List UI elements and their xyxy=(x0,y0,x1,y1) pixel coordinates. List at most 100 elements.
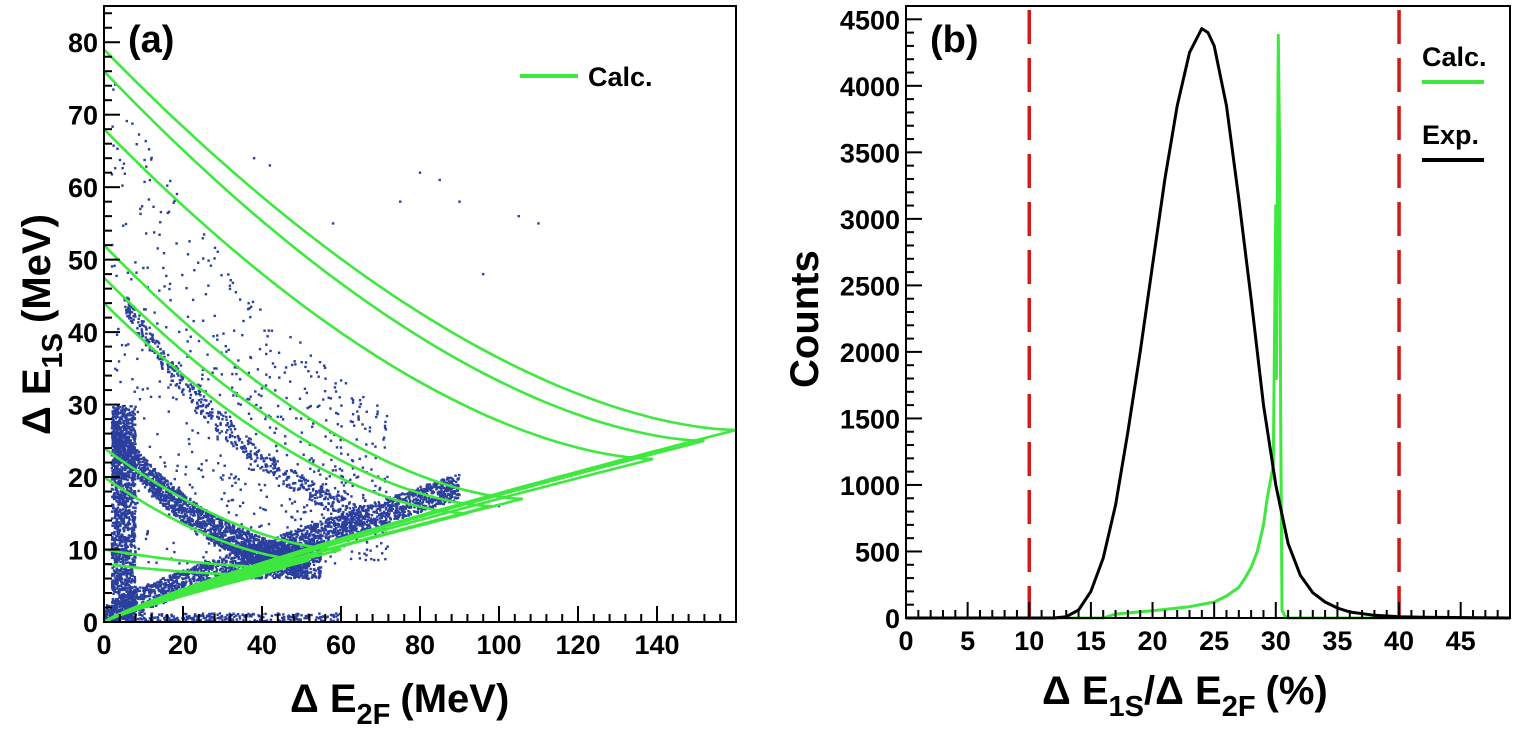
data-point xyxy=(123,599,127,603)
data-point xyxy=(378,517,382,520)
data-point xyxy=(212,523,216,526)
data-point xyxy=(285,568,288,571)
data-point xyxy=(157,487,161,491)
data-point xyxy=(305,576,308,580)
data-point xyxy=(345,526,349,530)
data-point xyxy=(133,429,137,433)
data-point xyxy=(173,510,176,513)
data-point xyxy=(168,585,172,588)
data-point xyxy=(309,542,313,545)
data-point xyxy=(318,529,322,532)
data-point xyxy=(119,449,122,453)
data-point xyxy=(139,468,142,471)
data-point xyxy=(180,509,183,512)
data-point xyxy=(244,543,247,547)
data-point xyxy=(160,475,164,479)
data-point xyxy=(173,586,177,589)
data-point xyxy=(344,527,347,530)
data-point xyxy=(252,540,255,544)
data-point xyxy=(161,491,165,494)
data-point xyxy=(261,554,264,557)
data-point xyxy=(303,564,307,567)
data-point xyxy=(190,582,193,585)
data-point xyxy=(202,569,206,573)
data-point xyxy=(179,505,183,508)
data-point xyxy=(224,567,227,571)
data-point xyxy=(115,459,118,462)
data-point xyxy=(317,537,320,540)
data-point xyxy=(176,501,179,504)
data-point xyxy=(308,562,312,566)
data-point xyxy=(152,595,155,599)
data-point xyxy=(237,557,240,561)
data-point xyxy=(350,509,354,513)
data-point xyxy=(378,520,381,524)
data-point xyxy=(443,489,447,492)
data-point xyxy=(158,493,161,497)
data-point xyxy=(149,483,152,487)
data-point xyxy=(435,485,439,488)
data-point xyxy=(230,565,234,569)
data-point xyxy=(162,582,165,586)
data-point xyxy=(320,540,323,544)
data-point xyxy=(113,524,116,527)
data-point xyxy=(157,580,161,584)
data-point xyxy=(157,589,161,593)
data-point xyxy=(352,528,356,532)
data-point xyxy=(176,576,180,579)
data-point xyxy=(394,509,397,513)
data-point xyxy=(236,552,240,556)
data-point xyxy=(156,586,160,589)
data-point xyxy=(312,529,316,533)
data-point xyxy=(273,541,277,545)
data-point xyxy=(177,492,180,495)
data-point xyxy=(279,534,283,537)
data-point xyxy=(177,572,180,575)
data-point xyxy=(274,573,278,576)
data-point xyxy=(114,524,117,527)
data-point xyxy=(299,566,303,569)
data-point xyxy=(360,529,363,532)
data-point xyxy=(188,578,191,581)
data-point xyxy=(190,517,194,521)
data-point xyxy=(242,532,246,536)
data-point xyxy=(194,567,198,570)
data-point xyxy=(271,556,275,559)
data-point xyxy=(132,501,135,504)
data-point xyxy=(280,551,283,555)
data-point xyxy=(374,520,378,523)
data-point xyxy=(433,485,436,488)
data-point xyxy=(308,541,311,544)
data-point xyxy=(311,575,315,579)
data-point xyxy=(436,502,439,505)
data-point xyxy=(228,546,232,549)
data-point xyxy=(369,517,373,520)
data-point xyxy=(321,528,325,532)
data-point xyxy=(293,573,297,576)
data-point xyxy=(302,528,306,531)
data-point xyxy=(408,497,411,500)
data-point xyxy=(167,500,171,503)
data-point xyxy=(259,554,262,558)
data-point xyxy=(133,493,137,496)
data-point xyxy=(167,580,170,584)
data-point xyxy=(338,528,342,531)
data-point xyxy=(118,553,122,556)
data-point xyxy=(370,521,374,525)
data-point xyxy=(358,511,361,514)
data-point xyxy=(176,508,180,511)
data-point xyxy=(324,536,328,540)
data-point xyxy=(211,568,214,571)
data-point xyxy=(384,501,387,505)
data-point xyxy=(110,427,114,430)
data-point xyxy=(137,457,140,460)
data-point xyxy=(336,530,340,533)
data-point xyxy=(135,458,138,462)
data-point xyxy=(136,449,139,452)
data-point xyxy=(196,510,200,514)
data-point xyxy=(279,541,282,544)
data-point xyxy=(233,560,237,563)
data-point xyxy=(165,479,169,483)
data-point xyxy=(229,570,232,573)
data-point xyxy=(225,525,228,528)
